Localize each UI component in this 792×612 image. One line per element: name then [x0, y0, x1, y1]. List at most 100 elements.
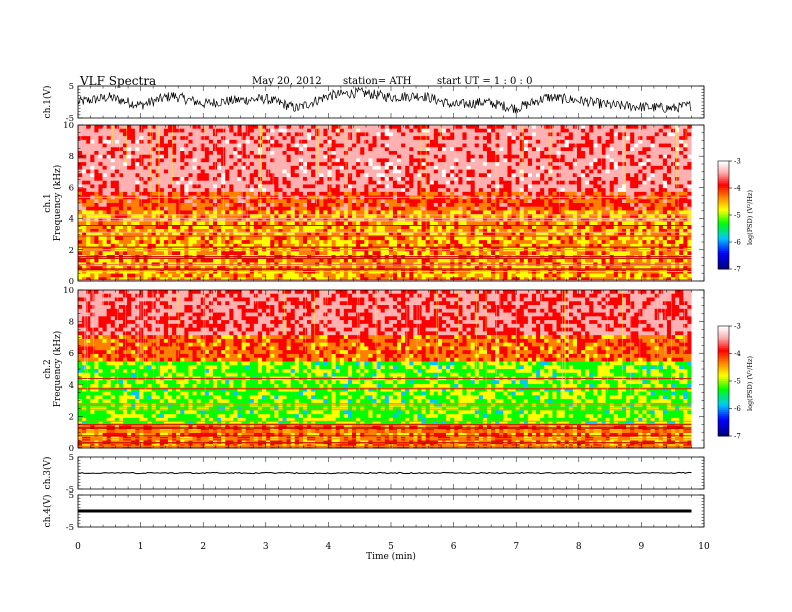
spectrogram-cell	[294, 210, 300, 215]
spectrogram-cell	[683, 143, 688, 148]
spectrogram-cell	[548, 177, 553, 182]
spectrogram-cell	[556, 177, 561, 182]
spectrogram-cell	[429, 210, 435, 215]
spectrogram-cell	[425, 173, 431, 178]
spectrogram-cell	[106, 188, 112, 193]
spectrogram-cell	[147, 162, 153, 167]
spectrogram-cell	[360, 151, 365, 156]
spectrogram-cell	[638, 154, 643, 159]
spectrogram-cell	[78, 199, 83, 204]
spectrogram-cell	[556, 165, 561, 170]
spectrogram-cell	[601, 225, 606, 230]
spectrogram-cell	[466, 232, 472, 237]
spectrogram-cell	[376, 177, 382, 182]
spectrogram-cell	[454, 210, 459, 215]
spectrogram-cell	[630, 162, 635, 167]
spectrogram-cell	[331, 147, 337, 152]
spectrogram-cell	[429, 125, 435, 130]
spectrogram-cell	[609, 132, 615, 137]
spectrogram-cell	[499, 214, 504, 219]
spectrogram-cell	[135, 210, 140, 215]
spectrogram-cell	[266, 180, 271, 185]
spectrogram-cell	[372, 139, 377, 144]
spectrogram-cell	[380, 203, 386, 208]
spectrogram-cell	[155, 188, 161, 193]
spectrogram-cell	[425, 199, 431, 204]
spectrogram-cell	[409, 199, 414, 204]
spectrogram-cell	[82, 147, 87, 152]
spectrogram-cell	[78, 214, 83, 219]
spectrogram-cell	[486, 154, 492, 159]
spectrogram-cell	[262, 143, 267, 148]
spectrogram-cell	[135, 132, 140, 137]
spectrogram-cell	[372, 206, 377, 211]
spectrogram-cell	[155, 229, 161, 234]
spectrogram-cell	[478, 180, 484, 185]
spectrogram-cell	[679, 173, 684, 178]
spectrogram-cell	[654, 139, 660, 144]
spectrogram-cell	[364, 180, 369, 185]
spectrogram-cell	[470, 240, 476, 245]
spectrogram-cell	[127, 240, 132, 245]
spectrogram-cell	[135, 236, 140, 241]
spectrogram-cell	[540, 236, 545, 241]
spectrogram-cell	[658, 240, 664, 245]
spectrogram-cell	[421, 232, 427, 237]
spectrogram-cell	[184, 154, 189, 159]
spectrogram-cell	[482, 128, 488, 133]
spectrogram-cell	[229, 199, 234, 204]
spectrogram-cell	[458, 232, 463, 237]
spectrogram-cell	[613, 203, 619, 208]
spectrogram-cell	[454, 221, 459, 226]
spectrogram-cell	[474, 217, 480, 222]
spectrogram-cell	[163, 165, 169, 170]
spectrogram-cell	[417, 136, 422, 141]
spectrogram-cell	[572, 210, 578, 215]
spectrogram-cell	[679, 132, 684, 137]
spectrogram-cell	[167, 139, 173, 144]
spectrogram-cell	[425, 151, 431, 156]
spectrogram-cell	[180, 165, 185, 170]
spectrogram-cell	[601, 180, 606, 185]
spectrogram-cell	[376, 132, 382, 137]
spectrogram-cell	[613, 154, 619, 159]
spectrogram-cell	[572, 177, 578, 182]
spectrogram-cell	[474, 177, 480, 182]
spectrogram-cell	[229, 184, 234, 189]
spectrogram-cell	[511, 184, 517, 189]
spectrogram-cell	[196, 173, 202, 178]
spectrogram-cell	[380, 188, 386, 193]
spectrogram-cell	[143, 147, 148, 152]
spectrogram-cell	[217, 151, 222, 156]
spectrogram-cell	[307, 240, 312, 245]
spectrogram-cell	[294, 173, 300, 178]
spectrogram-cell	[229, 229, 234, 234]
spectrogram-cell	[151, 165, 157, 170]
spectrogram-cell	[237, 139, 242, 144]
spectrogram-cell	[650, 139, 656, 144]
spectrogram-cell	[609, 203, 615, 208]
spectrogram-cell	[421, 221, 427, 226]
spectrogram-cell	[307, 139, 312, 144]
spectrogram-cell	[180, 158, 185, 163]
spectrogram-cell	[605, 236, 611, 241]
spectrogram-cell	[217, 158, 222, 163]
spectrogram-cell	[127, 180, 132, 185]
spectrogram-cell	[527, 177, 533, 182]
spectrogram-cell	[401, 132, 406, 137]
spectrogram-cell	[462, 229, 467, 234]
spectrogram-cell	[188, 132, 193, 137]
spectrogram-cell	[470, 188, 476, 193]
spectrogram-cell	[486, 143, 492, 148]
spectrogram-cell	[302, 243, 308, 248]
spectrogram-cell	[593, 203, 598, 208]
spectrogram-cell	[151, 240, 157, 245]
spectrogram-cell	[241, 210, 247, 215]
spectrogram-cell	[446, 240, 451, 245]
spectrogram-cell	[233, 125, 238, 130]
spectrogram-cell	[515, 169, 521, 174]
spectrogram-cell	[511, 132, 517, 137]
spectrogram-cell	[262, 232, 267, 237]
spectrogram-cell	[397, 199, 402, 204]
spectrogram-cell	[78, 236, 83, 241]
